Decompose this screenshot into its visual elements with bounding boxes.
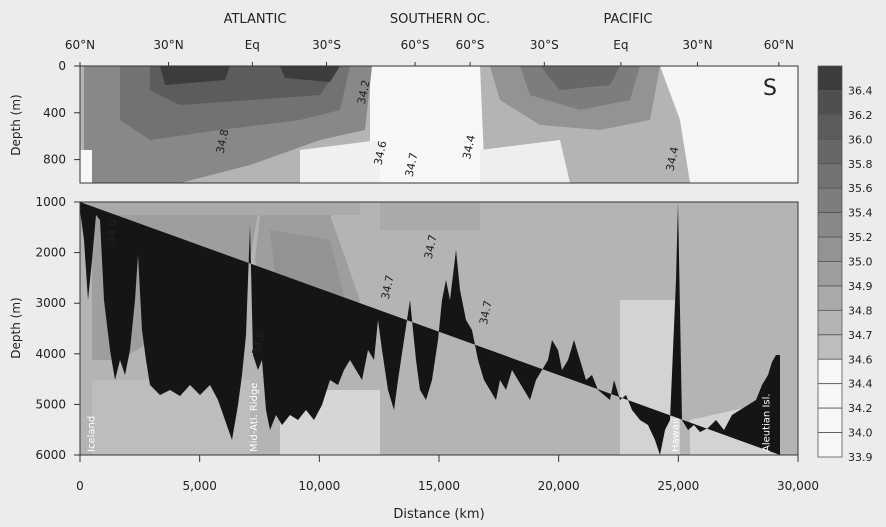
contour-label: 34.8 [214,128,232,155]
colorbar-label: 34.8 [848,304,873,317]
latitude-tick-label: 60°N [65,38,95,52]
upper-y-axis-label: Depth (m) [9,94,23,155]
seafloor-bathymetry [80,202,780,455]
lower-y-tick-label: 5000 [35,397,66,411]
colorbar-label: 35.2 [848,231,873,244]
contour-label: 34.7 [403,151,421,178]
feature-label: Mid-Atl. Ridge [249,383,260,452]
colorbar-label: 35.6 [848,182,873,195]
latitude-tick-label: 30°N [153,38,183,52]
colorbar-label: 34.0 [848,427,873,440]
colorbar-swatch [817,212,843,238]
contour-label: 34.2 [355,79,373,106]
colorbar-swatch [817,138,843,165]
ocean-label-southern: SOUTHERN OC. [390,12,490,27]
feature-label: Hawaii [670,418,681,452]
colorbar-label: 36.4 [848,84,873,97]
feature-labels: Iceland Mid-Atl. Ridge Hawaii Aleutian Isl. [86,383,772,452]
panel-letter: S [763,76,777,101]
x-tick-label: 20,000 [538,479,580,493]
contour-label: 34.7 [379,274,397,301]
lower-y-tick-label: 4000 [35,347,66,361]
x-ticks: 0 5,000 10,000 15,000 20,000 25,000 30,000 [76,455,819,493]
upper-y-tick-label: 0 [58,59,66,73]
colorbar-swatch [817,334,843,360]
lower-y-tick-label: 1000 [35,195,66,209]
colorbar-swatch [817,90,843,116]
colorbar: 36.4 36.2 36.0 35.8 35.6 35.4 35.2 35.0 34.9 34.8… [817,65,873,464]
x-tick-label: 5,000 [182,479,216,493]
contour-label: 34.6 [372,140,390,167]
x-tick-label: 25,000 [657,479,699,493]
lower-y-ticks: 1000 2000 3000 4000 5000 6000 [35,195,80,462]
ocean-label-pacific: PACIFIC [604,12,653,27]
upper-y-tick-label: 800 [43,153,66,167]
upper-y-ticks: 0 400 800 [43,59,80,167]
colorbar-label: 34.7 [848,329,873,342]
colorbar-label: 34.6 [848,353,873,366]
x-tick-label: 15,000 [418,479,460,493]
latitude-tick-label: Eq [245,38,260,52]
latitude-tick-label: Eq [613,38,628,52]
latitude-tick-label: 30°S [530,38,559,52]
lower-y-tick-label: 2000 [35,246,66,260]
colorbar-label: 35.0 [848,256,873,269]
lower-panel [79,201,799,456]
colorbar-swatch [817,187,843,214]
colorbar-label: 33.9 [848,451,873,464]
contour-label: 34.7 [477,299,495,326]
colorbar-label: 34.9 [848,280,873,293]
lower-y-axis-label: Depth (m) [9,297,23,358]
lower-y-tick-label: 6000 [35,448,66,462]
colorbar-swatch [817,358,843,385]
x-tick-label: 10,000 [298,479,340,493]
contour-label: 34.9 [250,330,268,357]
colorbar-label: 35.4 [848,207,873,220]
upper-panel: S [79,65,799,184]
colorbar-swatch [817,163,843,189]
contour-label: 34.4 [664,146,682,173]
colorbar-swatch [817,285,843,311]
latitude-tick-label: 30°S [312,38,341,52]
latitude-tick-label: 60°S [401,38,430,52]
colorbar-label: 36.2 [848,109,873,122]
x-tick-label: 0 [76,479,84,493]
colorbar-swatch [817,261,843,287]
colorbar-swatch [817,65,843,91]
colorbar-swatch [817,114,843,140]
contour-label: 34.9 [104,218,122,245]
latitude-ticks: 60°N 30°N Eq 30°S 60°S 60°S 30°S Eq 30°N 60°N [65,38,794,70]
contour-label: 34.4 [460,134,478,161]
feature-label: Aleutian Isl. [761,393,772,452]
colorbar-label: 35.8 [848,158,873,171]
contour-label: 34.7 [422,233,440,260]
latitude-tick-label: 30°N [682,38,712,52]
colorbar-swatch [817,432,843,458]
colorbar-swatch [817,383,843,409]
colorbar-label: 34.4 [848,378,873,391]
colorbar-label: 34.2 [848,402,873,415]
ocean-label-atlantic: ATLANTIC [224,12,287,27]
colorbar-swatch [817,407,843,433]
upper-y-tick-label: 400 [43,106,66,120]
latitude-tick-label: 60°N [764,38,794,52]
latitude-tick-label: 60°S [456,38,485,52]
colorbar-swatch [817,309,843,336]
contour-labels: 34.2 34.8 34.6 34.7 34.4 34.4 34.9 34.7 34.7 34.7… [104,79,682,356]
feature-label: Iceland [86,416,97,452]
x-axis-label: Distance (km) [393,507,484,522]
lower-y-tick-label: 3000 [35,296,66,310]
colorbar-label: 36.0 [848,133,873,146]
x-tick-label: 30,000 [777,479,819,493]
colorbar-swatch [817,236,843,262]
